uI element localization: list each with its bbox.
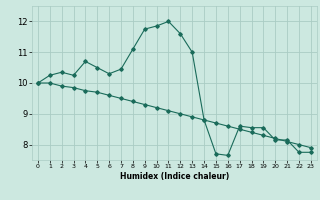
X-axis label: Humidex (Indice chaleur): Humidex (Indice chaleur) xyxy=(120,172,229,181)
